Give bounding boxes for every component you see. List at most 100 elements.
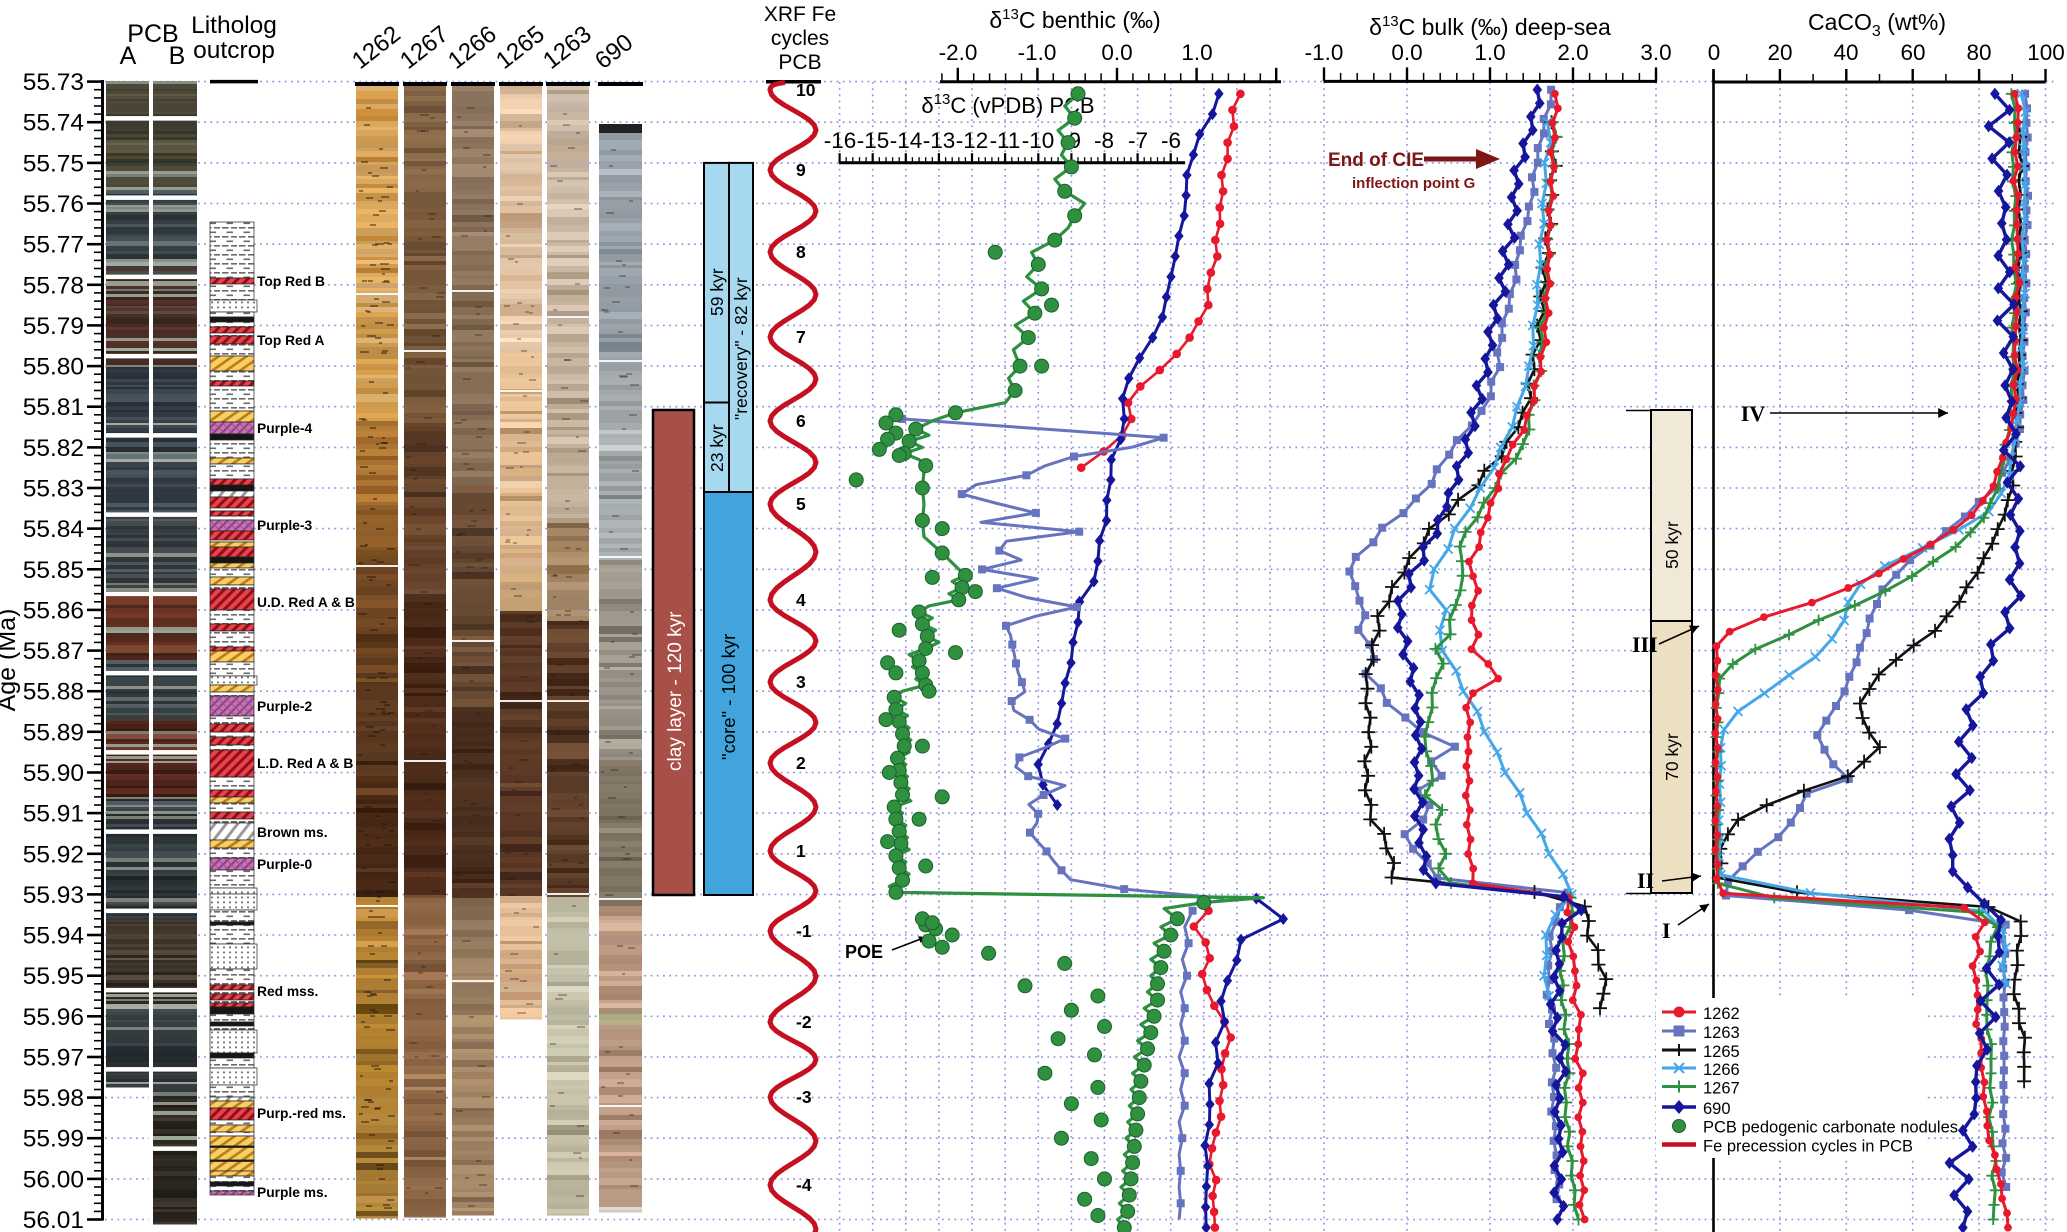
svg-text:Age (Ma): Age (Ma) [0,609,21,712]
svg-text:U.D. Red A & B: U.D. Red A & B [257,595,355,610]
svg-text:0.0: 0.0 [1391,40,1422,65]
svg-text:2.0: 2.0 [1557,40,1588,65]
svg-text:9: 9 [796,160,806,180]
svg-text:55.79: 55.79 [23,313,84,340]
svg-text:55.75: 55.75 [23,150,84,177]
svg-text:6: 6 [796,411,806,431]
svg-text:XRF Fe: XRF Fe [764,3,836,26]
svg-text:56.01: 56.01 [23,1207,84,1232]
svg-text:55.92: 55.92 [23,841,84,868]
svg-text:-16: -16 [824,128,857,153]
svg-text:55.91: 55.91 [23,801,84,828]
svg-text:60: 60 [1900,40,1925,65]
svg-text:-3: -3 [796,1087,812,1107]
svg-text:8: 8 [796,242,806,262]
svg-text:3.0: 3.0 [1640,40,1671,65]
svg-text:-14: -14 [890,128,923,153]
svg-text:1.0: 1.0 [1181,40,1212,65]
svg-text:δ13C benthic (‰): δ13C benthic (‰) [989,6,1160,33]
svg-text:outcrop: outcrop [193,37,275,64]
svg-text:55.77: 55.77 [23,232,84,259]
svg-text:55.73: 55.73 [23,69,84,96]
svg-text:40: 40 [1833,40,1858,65]
svg-text:80: 80 [1966,40,1991,65]
svg-text:A: A [120,42,137,70]
svg-text:inflection point G: inflection point G [1352,175,1475,192]
svg-text:1265: 1265 [1703,1043,1740,1061]
svg-text:55.84: 55.84 [23,516,84,543]
svg-text:-1: -1 [796,921,812,941]
svg-text:-7: -7 [1128,128,1148,153]
svg-text:55.83: 55.83 [23,476,84,503]
svg-text:2: 2 [796,753,806,773]
svg-text:-1.0: -1.0 [1018,40,1057,65]
svg-text:Top Red A: Top Red A [257,333,324,348]
svg-text:55.94: 55.94 [23,923,84,950]
svg-text:POE: POE [845,942,883,962]
svg-text:II: II [1637,868,1654,893]
svg-text:20: 20 [1767,40,1792,65]
svg-text:-12: -12 [956,128,989,153]
svg-text:55.90: 55.90 [23,760,84,787]
svg-text:690: 690 [1703,1100,1731,1118]
svg-text:1267: 1267 [1703,1080,1740,1098]
svg-text:Brown ms.: Brown ms. [257,825,328,840]
svg-text:"recovery" - 82 kyr: "recovery" - 82 kyr [731,277,751,420]
svg-text:III: III [1632,632,1658,657]
svg-text:-6: -6 [1161,128,1181,153]
svg-text:-8: -8 [1094,128,1114,153]
svg-text:23 kyr: 23 kyr [707,424,727,472]
svg-text:Fe precession cycles in PCB: Fe precession cycles in PCB [1703,1138,1913,1156]
svg-text:55.95: 55.95 [23,963,84,990]
svg-text:-13: -13 [923,128,956,153]
svg-text:1: 1 [796,841,806,861]
svg-text:4: 4 [796,590,806,610]
svg-text:clay layer - 120 kyr: clay layer - 120 kyr [665,611,686,771]
svg-text:L.D. Red A & B: L.D. Red A & B [257,756,353,771]
svg-text:5: 5 [796,494,806,514]
svg-text:7: 7 [796,327,806,347]
svg-text:55.76: 55.76 [23,191,84,218]
svg-text:Red mss.: Red mss. [257,984,318,999]
svg-text:B: B [169,42,186,70]
svg-text:1.0: 1.0 [1474,40,1505,65]
svg-text:55.96: 55.96 [23,1004,84,1031]
svg-text:-2: -2 [796,1012,812,1032]
svg-text:Purple-2: Purple-2 [257,699,313,714]
svg-text:56.00: 56.00 [23,1166,84,1193]
svg-text:PCB pedogenic carbonate nodule: PCB pedogenic carbonate nodules [1703,1119,1958,1137]
svg-text:55.78: 55.78 [23,272,84,299]
svg-text:Purp.-red ms.: Purp.-red ms. [257,1106,346,1121]
svg-text:55.88: 55.88 [23,679,84,706]
svg-text:55.89: 55.89 [23,719,84,746]
svg-text:55.93: 55.93 [23,882,84,909]
svg-text:I: I [1662,918,1671,943]
svg-text:cycles: cycles [771,27,829,50]
svg-text:Litholog: Litholog [191,12,277,39]
svg-text:55.85: 55.85 [23,557,84,584]
svg-text:0: 0 [1708,40,1721,65]
svg-text:70 kyr: 70 kyr [1662,733,1682,781]
svg-text:-2.0: -2.0 [939,40,978,65]
svg-text:IV: IV [1741,401,1766,426]
svg-text:Purple ms.: Purple ms. [257,1185,328,1200]
svg-text:55.98: 55.98 [23,1085,84,1112]
svg-text:100: 100 [2027,40,2065,65]
svg-text:55.74: 55.74 [23,110,84,137]
svg-text:Purple-3: Purple-3 [257,518,313,533]
svg-text:Purple-0: Purple-0 [257,857,313,872]
svg-text:55.82: 55.82 [23,435,84,462]
svg-text:PCB: PCB [127,20,178,48]
svg-text:-4: -4 [796,1175,812,1195]
svg-text:55.86: 55.86 [23,597,84,624]
svg-text:10: 10 [796,80,816,100]
svg-text:50 kyr: 50 kyr [1662,521,1682,569]
svg-text:Top Red B: Top Red B [257,274,325,289]
svg-text:-1.0: -1.0 [1305,40,1344,65]
svg-text:0.0: 0.0 [1101,40,1132,65]
svg-text:-11: -11 [990,128,1021,153]
svg-text:1263: 1263 [1703,1024,1740,1042]
svg-text:"core" - 100 kyr: "core" - 100 kyr [718,634,739,760]
svg-text:55.97: 55.97 [23,1045,84,1072]
svg-text:-10: -10 [1022,128,1055,153]
